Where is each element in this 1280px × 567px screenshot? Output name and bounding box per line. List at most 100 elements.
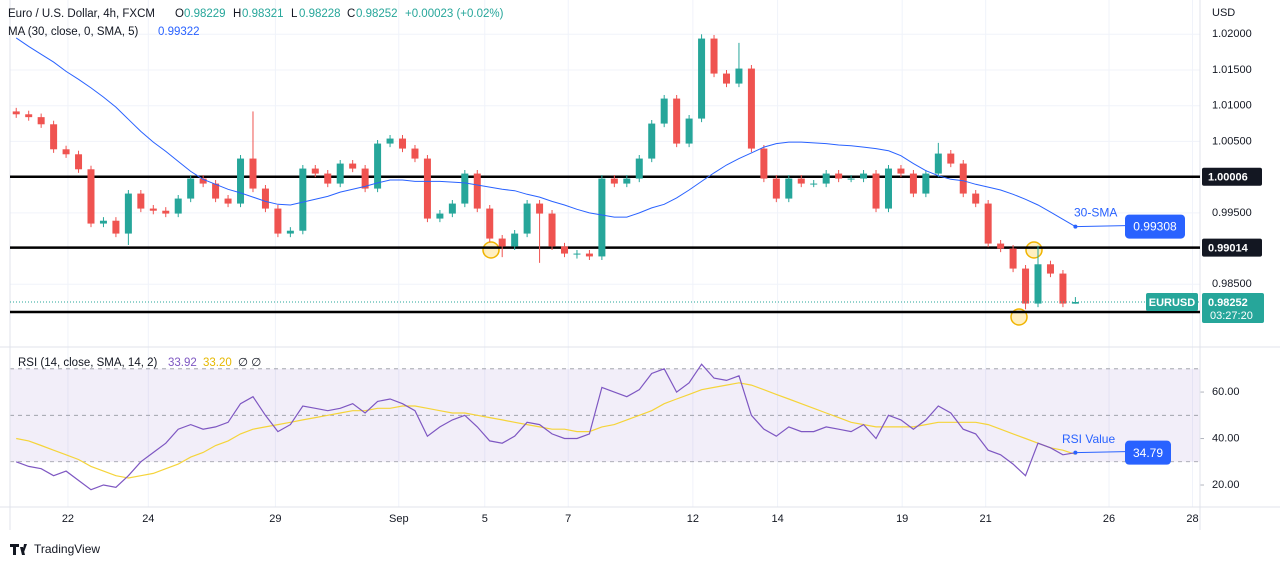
candle-body bbox=[25, 114, 33, 118]
brand: TradingView bbox=[34, 542, 100, 556]
change: +0.00023 (+0.02%) bbox=[405, 8, 504, 20]
x-tick-label: 21 bbox=[980, 513, 992, 525]
candle-body bbox=[274, 208, 282, 234]
candle-body bbox=[1022, 268, 1030, 304]
rsi-dot bbox=[1073, 450, 1078, 455]
candle-body bbox=[722, 73, 730, 84]
ma-legend: MA (30, close, 0, SMA, 5) bbox=[8, 26, 139, 38]
candle-body bbox=[860, 173, 868, 179]
candle-body bbox=[87, 169, 95, 224]
x-tick-label: 22 bbox=[62, 513, 74, 525]
candle-body bbox=[461, 173, 469, 204]
rsi-legend-value: 33.92 bbox=[168, 357, 197, 369]
x-tick-label: 7 bbox=[565, 513, 571, 525]
x-tick-label: 12 bbox=[687, 513, 699, 525]
x-tick-label: 28 bbox=[1186, 513, 1198, 525]
ohlc-value: 0.98321 bbox=[242, 8, 284, 20]
ohlc-label: H bbox=[233, 8, 241, 20]
symbol-tag bbox=[1146, 293, 1198, 311]
level-label: 1.00006 bbox=[1208, 172, 1248, 184]
candle-body bbox=[797, 178, 805, 184]
y-tick-label: 0.98500 bbox=[1212, 278, 1252, 290]
candle-body bbox=[922, 173, 930, 194]
candle-body bbox=[411, 148, 419, 159]
rsi-tick-label: 20.00 bbox=[1212, 479, 1240, 491]
candle-body bbox=[698, 38, 706, 119]
candle-body bbox=[909, 173, 917, 194]
candle-body bbox=[349, 163, 357, 169]
ohlc-label: L bbox=[291, 8, 298, 20]
rsi-legend: RSI (14, close, SMA, 14, 2) bbox=[18, 357, 158, 369]
candle-body bbox=[386, 138, 394, 144]
candle-body bbox=[735, 68, 743, 84]
level-tag bbox=[1202, 238, 1262, 257]
rsi-line bbox=[15, 363, 1076, 491]
candle-body bbox=[224, 198, 232, 204]
symbol-label: EURUSD bbox=[1149, 297, 1196, 309]
countdown: 03:27:20 bbox=[1210, 310, 1253, 322]
highlight bbox=[1025, 241, 1043, 259]
candle-body bbox=[872, 173, 880, 209]
candle-body bbox=[548, 213, 556, 247]
ohlc-label: O bbox=[175, 8, 184, 20]
y-tick-label: 1.00500 bbox=[1212, 135, 1252, 147]
candle-body bbox=[747, 68, 755, 149]
price-label: 0.98252 bbox=[1208, 297, 1248, 309]
candle-body bbox=[498, 238, 506, 247]
highlight bbox=[482, 241, 500, 259]
candle-body bbox=[623, 178, 631, 184]
y-tick-label: 0.99500 bbox=[1212, 207, 1252, 219]
candle-body bbox=[473, 173, 481, 209]
candle-body bbox=[947, 153, 955, 164]
x-tick-label: 29 bbox=[269, 513, 281, 525]
rsi-tag bbox=[1125, 440, 1171, 465]
ma-tag-label: 0.99308 bbox=[1133, 220, 1177, 234]
x-tick-label: 26 bbox=[1103, 513, 1115, 525]
candle-body bbox=[685, 118, 693, 144]
candle-body bbox=[810, 183, 818, 185]
ma-tag bbox=[1125, 214, 1185, 239]
candle-body bbox=[37, 117, 45, 125]
x-tick-label: 5 bbox=[482, 513, 488, 525]
candle-body bbox=[511, 233, 519, 247]
candle-body bbox=[610, 178, 618, 184]
plot-area bbox=[10, 0, 1204, 507]
candle-body bbox=[997, 243, 1005, 249]
x-tick-label: Sep bbox=[389, 513, 409, 525]
candle-body bbox=[635, 158, 643, 179]
level-label: 0.99014 bbox=[1208, 242, 1249, 254]
rsi-tick-label: 40.00 bbox=[1212, 432, 1240, 444]
ma-legend-value: 0.99322 bbox=[158, 26, 200, 38]
rsi-legend-sma: 33.20 bbox=[203, 357, 232, 369]
candle-body bbox=[124, 193, 132, 234]
candle-body bbox=[598, 178, 606, 257]
candle-body bbox=[212, 183, 220, 199]
candle-body bbox=[324, 173, 332, 184]
y-tick-label: 1.01500 bbox=[1212, 64, 1252, 76]
candle-body bbox=[847, 178, 855, 180]
candle-body bbox=[237, 158, 245, 204]
candle-body bbox=[934, 153, 942, 174]
rsi-pointer bbox=[1075, 451, 1126, 454]
candle-body bbox=[523, 203, 531, 234]
candle-body bbox=[299, 168, 307, 231]
ma-pointer bbox=[1075, 225, 1126, 228]
ohlc-label: C bbox=[347, 8, 355, 20]
ma-line bbox=[15, 37, 1076, 228]
candle-body bbox=[959, 163, 967, 194]
level-tag bbox=[1202, 167, 1262, 186]
candle-body bbox=[199, 178, 207, 184]
candle-body bbox=[660, 98, 668, 124]
candle-body bbox=[835, 173, 843, 179]
ohlc-value: 0.98228 bbox=[299, 8, 341, 20]
y-tick-label: 1.02000 bbox=[1212, 28, 1252, 40]
brand-logo bbox=[10, 544, 27, 555]
candle-body bbox=[187, 178, 195, 199]
candle-body bbox=[772, 178, 780, 199]
rsi-tick-label: 60.00 bbox=[1212, 386, 1240, 398]
symbol: Euro / U.S. Dollar, 4h, FXCM bbox=[8, 8, 155, 20]
candle-body bbox=[1034, 264, 1042, 304]
candle-body bbox=[972, 193, 980, 204]
